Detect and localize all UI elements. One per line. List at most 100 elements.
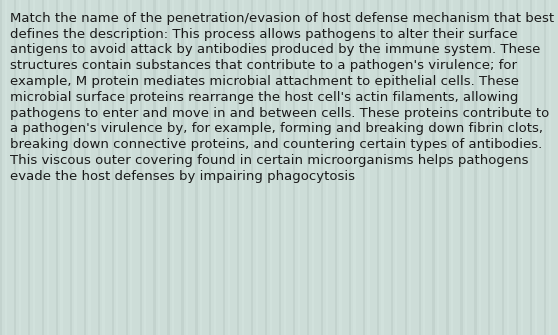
Bar	[474, 0, 477, 335]
Bar	[302, 0, 305, 335]
Bar	[423, 0, 425, 335]
Bar	[507, 0, 509, 335]
Bar	[400, 0, 402, 335]
Bar	[195, 0, 198, 335]
Bar	[121, 0, 123, 335]
Bar	[167, 0, 170, 335]
Bar	[46, 0, 49, 335]
Bar	[554, 0, 556, 335]
Bar	[521, 0, 523, 335]
Bar	[265, 0, 267, 335]
Bar	[437, 0, 439, 335]
Bar	[353, 0, 355, 335]
Bar	[130, 0, 132, 335]
Bar	[163, 0, 165, 335]
Bar	[251, 0, 253, 335]
Bar	[177, 0, 179, 335]
Bar	[391, 0, 393, 335]
Bar	[200, 0, 202, 335]
Bar	[135, 0, 137, 335]
Bar	[242, 0, 244, 335]
Bar	[42, 0, 44, 335]
Bar	[395, 0, 397, 335]
Bar	[432, 0, 435, 335]
Bar	[237, 0, 239, 335]
Bar	[149, 0, 151, 335]
Bar	[535, 0, 537, 335]
Bar	[219, 0, 221, 335]
Bar	[530, 0, 532, 335]
Bar	[335, 0, 337, 335]
Bar	[228, 0, 230, 335]
Bar	[484, 0, 486, 335]
Bar	[321, 0, 323, 335]
Bar	[23, 0, 26, 335]
Bar	[488, 0, 490, 335]
Bar	[526, 0, 528, 335]
Bar	[205, 0, 207, 335]
Bar	[409, 0, 411, 335]
Bar	[107, 0, 109, 335]
Bar	[516, 0, 518, 335]
Bar	[549, 0, 551, 335]
Bar	[14, 0, 16, 335]
Bar	[51, 0, 54, 335]
Bar	[28, 0, 30, 335]
Bar	[288, 0, 291, 335]
Bar	[479, 0, 481, 335]
Bar	[358, 0, 360, 335]
Bar	[297, 0, 300, 335]
Bar	[414, 0, 416, 335]
Bar	[307, 0, 309, 335]
Bar	[0, 0, 2, 335]
Bar	[60, 0, 62, 335]
Bar	[18, 0, 21, 335]
Bar	[65, 0, 68, 335]
Bar	[112, 0, 114, 335]
Bar	[493, 0, 495, 335]
Bar	[233, 0, 235, 335]
Bar	[181, 0, 184, 335]
Bar	[442, 0, 444, 335]
Bar	[126, 0, 128, 335]
Bar	[386, 0, 388, 335]
Bar	[363, 0, 365, 335]
Bar	[79, 0, 81, 335]
Bar	[339, 0, 341, 335]
Bar	[418, 0, 421, 335]
Bar	[470, 0, 472, 335]
Bar	[74, 0, 76, 335]
Bar	[37, 0, 40, 335]
Bar	[372, 0, 374, 335]
Bar	[316, 0, 319, 335]
Bar	[214, 0, 216, 335]
Bar	[256, 0, 258, 335]
Bar	[9, 0, 12, 335]
Bar	[88, 0, 90, 335]
Bar	[70, 0, 72, 335]
Bar	[84, 0, 86, 335]
Bar	[344, 0, 347, 335]
Bar	[405, 0, 407, 335]
Bar	[191, 0, 193, 335]
Bar	[158, 0, 160, 335]
Bar	[56, 0, 58, 335]
Bar	[377, 0, 379, 335]
Bar	[330, 0, 333, 335]
Bar	[311, 0, 314, 335]
Bar	[540, 0, 542, 335]
Bar	[98, 0, 100, 335]
Bar	[446, 0, 449, 335]
Bar	[428, 0, 430, 335]
Bar	[247, 0, 249, 335]
Bar	[93, 0, 95, 335]
Bar	[279, 0, 281, 335]
Bar	[223, 0, 225, 335]
Bar	[4, 0, 7, 335]
Bar	[544, 0, 546, 335]
Bar	[32, 0, 35, 335]
Bar	[275, 0, 277, 335]
Bar	[209, 0, 211, 335]
Bar	[140, 0, 142, 335]
Bar	[144, 0, 146, 335]
